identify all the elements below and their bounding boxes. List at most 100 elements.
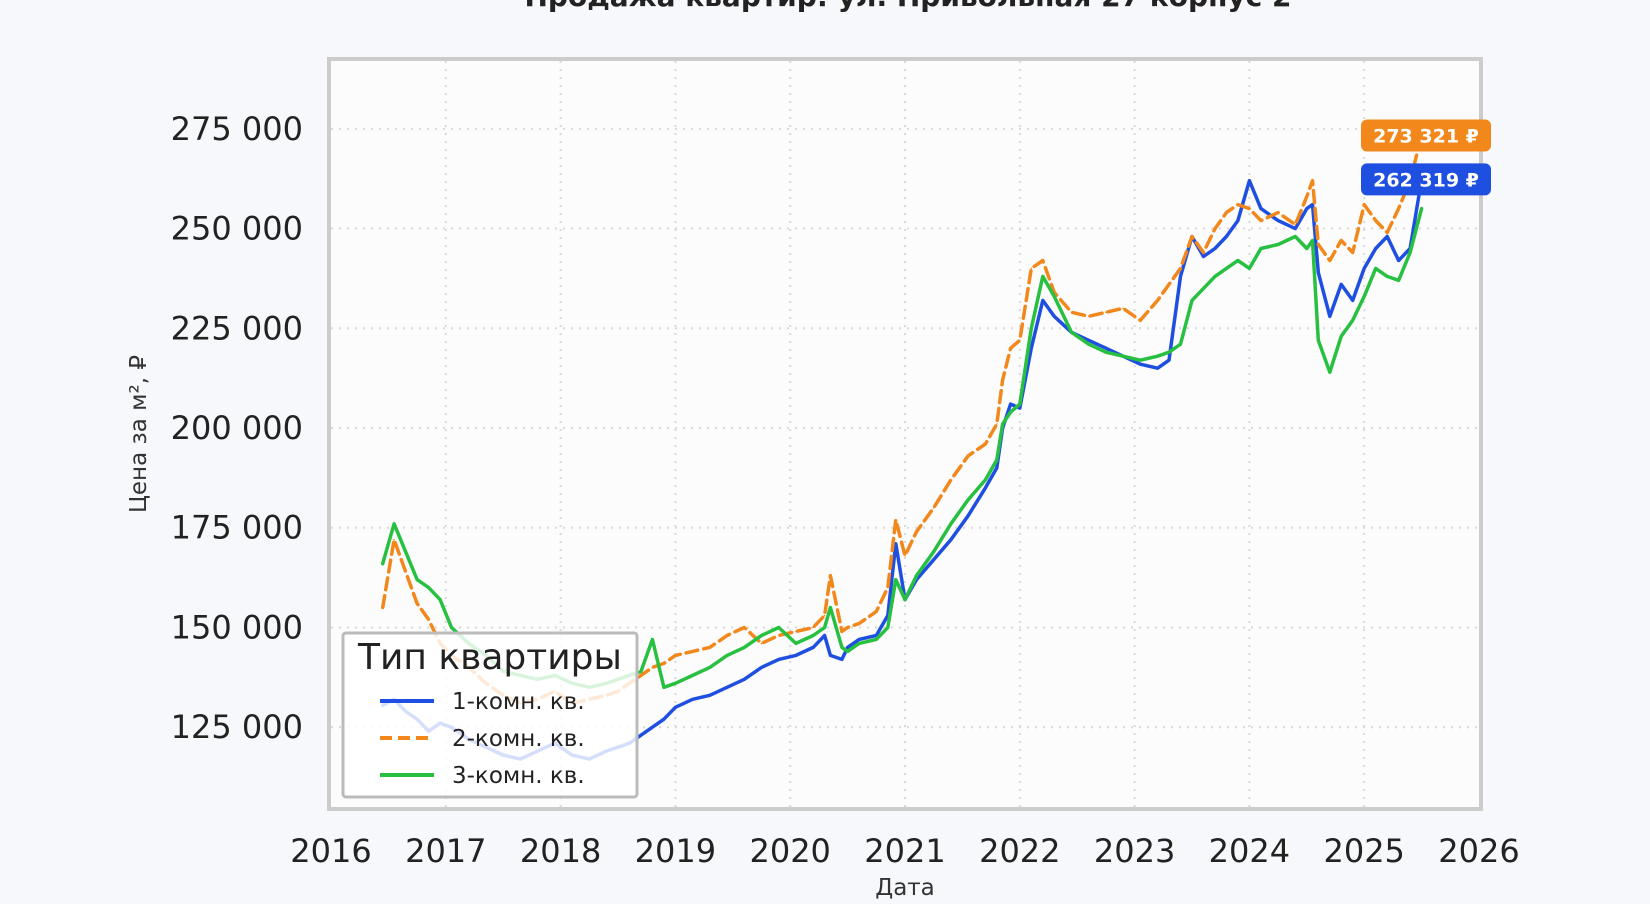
data-point [795,654,797,657]
data-point [984,443,987,445]
data-point [1248,179,1251,182]
data-point [846,650,849,653]
data-point [846,626,849,629]
data-point [1191,299,1193,302]
x-tick-label: 2025 [1323,832,1404,870]
data-point [1329,371,1331,374]
x-axis-ticks: 2016 2017 2018 2019 2020 2021 2022 2023 2024 2025… [290,832,1519,870]
x-tick-label: 2019 [635,832,716,870]
data-point [984,487,987,489]
data-point [932,558,935,561]
data-point [1363,295,1365,298]
data-point [1248,207,1251,210]
data-point [1294,223,1297,226]
data-point [1351,251,1354,254]
data-point [1087,339,1090,342]
data-point [1179,275,1182,278]
data-point [996,423,998,425]
end-value-labels: 273 321 ₽ 262 319 ₽ [1361,119,1491,196]
data-point [1053,315,1055,318]
data-point [1168,359,1170,362]
data-point [1294,227,1297,230]
legend-label: 2-комн. кв. [452,726,585,752]
data-point [841,646,843,649]
data-point [381,562,384,565]
data-point [1340,335,1342,338]
data-point [1237,219,1239,222]
data-point [393,523,395,525]
data-point [450,626,453,629]
data-point [726,686,728,689]
data-point [904,554,906,557]
data-point [887,586,889,589]
data-point [996,459,998,461]
data-point [915,530,918,533]
data-point [674,706,677,709]
data-point [875,634,878,637]
data-point [381,606,384,609]
data-point [1386,231,1388,234]
data-point [1009,411,1012,413]
data-point [1386,275,1388,278]
data-point [1214,275,1216,278]
y-axis-label: Цена за м², ₽ [126,355,152,513]
data-point [427,618,430,621]
y-tick-label: 225 000 [171,309,303,347]
y-tick-label: 175 000 [171,509,303,547]
data-point [1237,203,1239,206]
x-axis-label: Дата [875,875,935,900]
data-point [858,638,860,641]
data-point [1139,319,1142,322]
x-tick-label: 2017 [405,832,486,870]
data-point [1168,351,1170,354]
data-point [829,606,832,609]
data-point [1397,259,1400,262]
data-point [651,666,654,669]
data-point [1122,307,1124,310]
data-point [674,654,677,657]
data-point [1156,367,1159,370]
data-point [1191,235,1193,238]
data-point [1214,247,1216,250]
data-point [393,538,395,541]
data-point [932,550,935,553]
data-point [1317,243,1320,246]
data-point [1340,239,1342,242]
data-point [1019,407,1021,409]
x-tick-label: 2023 [1094,832,1175,870]
data-point [1294,235,1297,238]
y-tick-label: 200 000 [171,409,303,447]
data-point [812,634,814,637]
data-point [1009,347,1012,350]
legend-title: Тип квартиры [357,637,622,678]
data-point [726,634,728,637]
data-point [841,630,843,633]
data-point [1214,227,1216,230]
data-point [895,519,897,521]
data-point [795,630,797,633]
data-point [858,642,860,645]
data-point [663,662,665,665]
data-point [1397,207,1400,210]
data-point [640,670,642,673]
data-point [915,574,918,577]
data-point [1260,207,1262,210]
data-point [1156,355,1159,358]
data-point [777,658,780,661]
legend-label: 3-комн. кв. [452,763,585,789]
x-tick-label: 2024 [1209,832,1290,870]
data-point [1009,403,1012,405]
x-tick-label: 2026 [1438,832,1519,870]
data-point [1070,331,1073,334]
data-point [1105,351,1107,354]
legend-label: 1-комн. кв. [452,689,585,715]
data-point [439,598,441,601]
data-point [967,499,969,501]
data-point [1386,235,1388,238]
data-point [1139,359,1142,362]
y-tick-label: 125 000 [171,708,303,746]
data-point [1306,207,1308,210]
x-tick-label: 2016 [290,832,371,870]
data-point [1363,203,1365,206]
